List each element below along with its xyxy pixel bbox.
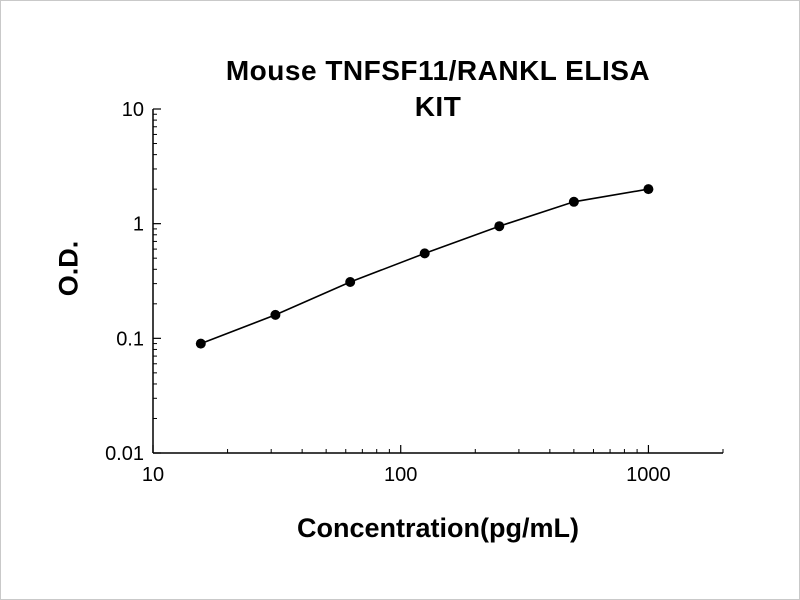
chart-title: Mouse TNFSF11/RANKL ELISA KIT xyxy=(153,53,723,125)
data-point xyxy=(345,277,356,287)
data-point xyxy=(419,248,430,259)
x-axis-title: Concentration(pg/mL) xyxy=(297,513,579,543)
chart-title-line-2: KIT xyxy=(414,91,462,122)
data-point xyxy=(568,196,579,207)
y-tick-label: 1 xyxy=(133,214,144,236)
x-tick-label: 100 xyxy=(384,464,417,486)
chart-title-line-1: Mouse TNFSF11/RANKL ELISA xyxy=(225,55,651,86)
y-tick-label: 10 xyxy=(122,99,144,121)
data-point xyxy=(643,184,654,195)
data-point xyxy=(195,338,206,349)
data-point xyxy=(270,309,281,320)
x-tick-label: 10 xyxy=(142,464,164,486)
data-point xyxy=(494,221,505,232)
y-tick-label: 0.01 xyxy=(105,443,144,465)
y-tick-label: 0.1 xyxy=(116,328,144,350)
curve-line xyxy=(200,188,649,345)
x-tick-label: 1000 xyxy=(626,464,671,486)
